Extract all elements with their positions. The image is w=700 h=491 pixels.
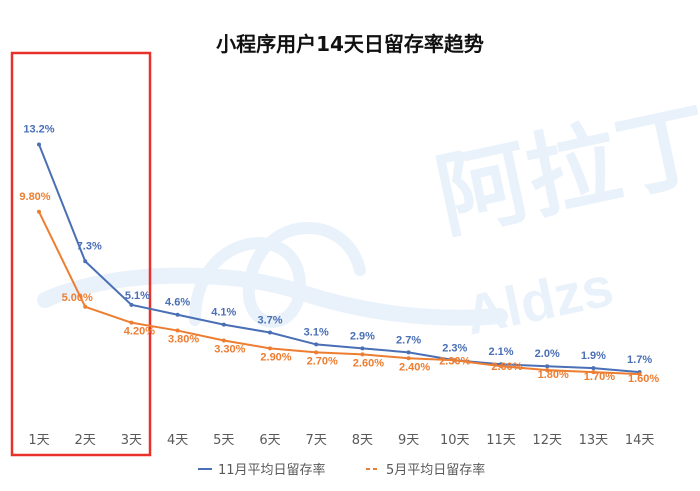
data-label: 3.30% bbox=[214, 343, 245, 355]
legend-label: 5月平均日留存率 bbox=[386, 462, 485, 478]
data-label: 1.9% bbox=[581, 350, 606, 362]
legend: 11月平均日留存率 5月平均日留存率 bbox=[198, 462, 485, 478]
chart-title: 小程序用户14天日留存率趋势 bbox=[216, 32, 484, 56]
data-point bbox=[268, 346, 272, 351]
data-point bbox=[314, 342, 319, 347]
x-tick-label: 4天 bbox=[167, 433, 188, 448]
data-label: 2.00% bbox=[491, 361, 522, 373]
data-label: 2.9% bbox=[350, 330, 375, 342]
data-label: 1.70% bbox=[584, 371, 615, 383]
data-point bbox=[129, 302, 134, 307]
data-label: 2.70% bbox=[307, 355, 338, 367]
data-label: 4.1% bbox=[211, 307, 236, 319]
data-point bbox=[37, 142, 41, 147]
data-point bbox=[175, 328, 180, 333]
x-tick-label: 5天 bbox=[213, 433, 234, 448]
data-point bbox=[175, 312, 180, 317]
x-tick-label: 7天 bbox=[306, 433, 327, 448]
x-tick-label: 3天 bbox=[121, 433, 142, 448]
data-point bbox=[221, 322, 226, 327]
data-point bbox=[545, 364, 550, 369]
watermark: 阿拉丁 Aldzs bbox=[37, 92, 700, 347]
data-label: 2.40% bbox=[399, 361, 430, 373]
x-tick-label: 11天 bbox=[486, 433, 516, 448]
legend-label: 11月平均日留存率 bbox=[218, 462, 326, 478]
highlight-box bbox=[10, 51, 152, 457]
x-tick-label: 9天 bbox=[398, 433, 419, 448]
data-label: 2.1% bbox=[488, 346, 513, 358]
watermark-loop-mark bbox=[189, 221, 366, 328]
series-line-1 bbox=[38, 144, 640, 374]
data-label: 1.80% bbox=[538, 369, 569, 381]
data-point bbox=[129, 320, 134, 325]
data-label: 5.00% bbox=[62, 292, 93, 304]
data-point bbox=[360, 352, 365, 357]
data-label: 2.7% bbox=[396, 334, 421, 346]
data-label: 3.7% bbox=[257, 315, 282, 327]
data-label: 4.20% bbox=[124, 326, 155, 338]
x-tick-label: 8天 bbox=[352, 433, 373, 448]
data-label: 3.1% bbox=[304, 326, 329, 338]
x-tick-label: 10天 bbox=[440, 433, 470, 448]
data-label: 7.3% bbox=[77, 240, 102, 252]
data-label: 1.7% bbox=[627, 354, 652, 366]
data-point bbox=[221, 338, 226, 343]
data-label: 9.80% bbox=[19, 191, 50, 203]
data-point bbox=[406, 356, 411, 361]
series-lines bbox=[38, 144, 640, 376]
data-label: 2.90% bbox=[260, 351, 291, 363]
x-tick-label: 2天 bbox=[75, 433, 96, 448]
data-labels: 13.2% 7.3% 5.1% 4.6% 4.1% 3.7% 3.1% 2.9% 2.7% 2.3… bbox=[19, 123, 659, 385]
data-label: 5.1% bbox=[125, 290, 150, 302]
data-point bbox=[591, 366, 596, 371]
data-label: 3.80% bbox=[168, 334, 199, 346]
watermark-logo-en: Aldzs bbox=[459, 254, 618, 347]
x-axis-ticks: 1天 2天 3天 4天 5天 6天 7天 8天 9天 10天 11天 12天 13天 14天 bbox=[28, 433, 654, 448]
watermark-swoosh bbox=[37, 267, 508, 326]
data-point bbox=[83, 259, 88, 264]
data-label: 1.60% bbox=[628, 373, 659, 385]
data-label: 2.0% bbox=[535, 348, 560, 360]
data-point bbox=[545, 368, 550, 373]
data-point bbox=[637, 372, 642, 377]
x-tick-label: 12天 bbox=[532, 433, 562, 448]
series-line-2 bbox=[38, 211, 640, 376]
watermark-logo-cn: 阿拉丁 bbox=[428, 92, 700, 249]
data-label: 2.60% bbox=[353, 357, 384, 369]
data-point bbox=[452, 358, 457, 363]
x-tick-label: 6天 bbox=[259, 433, 280, 448]
data-label: 4.6% bbox=[165, 297, 190, 309]
data-label: 2.3% bbox=[442, 342, 467, 354]
x-tick-label: 14天 bbox=[625, 433, 655, 448]
data-point bbox=[499, 364, 503, 369]
data-point bbox=[591, 370, 596, 375]
data-label: 2.30% bbox=[439, 355, 470, 367]
x-tick-label: 1天 bbox=[28, 433, 49, 448]
data-point bbox=[314, 350, 319, 355]
data-label: 13.2% bbox=[23, 123, 54, 135]
data-point bbox=[83, 304, 88, 309]
series-points bbox=[37, 142, 642, 377]
data-point bbox=[37, 209, 41, 214]
data-point bbox=[406, 350, 411, 355]
data-point bbox=[268, 330, 272, 335]
x-tick-label: 13天 bbox=[579, 433, 609, 448]
data-point bbox=[360, 346, 365, 351]
